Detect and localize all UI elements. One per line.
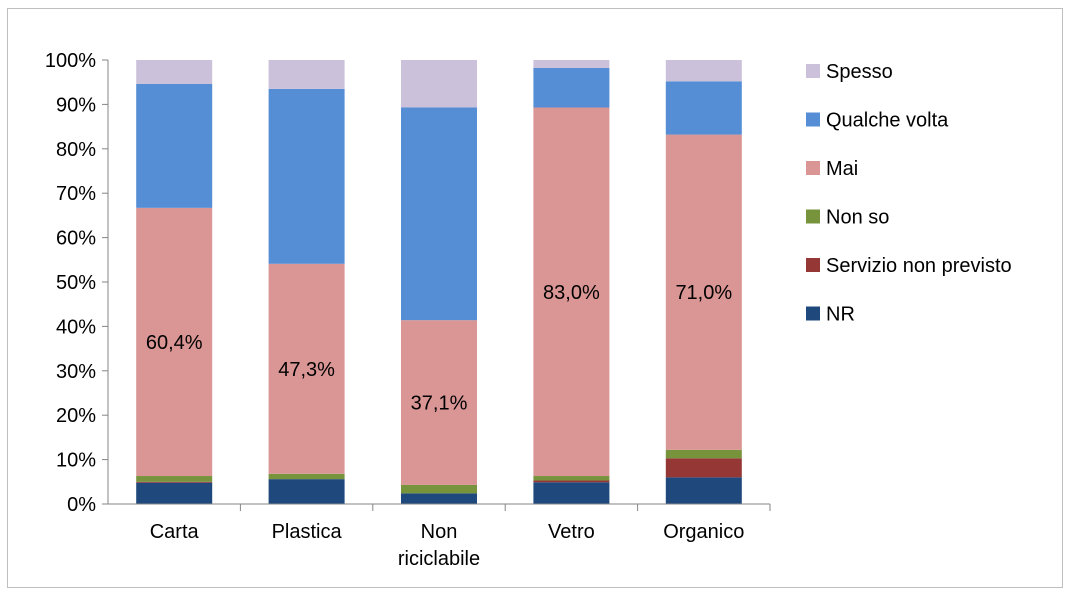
y-tick-label: 30% xyxy=(56,361,96,383)
bar-segment-spesso-4 xyxy=(665,60,742,82)
y-tick-label: 40% xyxy=(56,316,96,338)
bar-segment-nr-2 xyxy=(401,493,477,504)
bar-segment-spesso-2 xyxy=(401,60,477,108)
bar-segment-spesso-0 xyxy=(136,60,213,84)
bar-segment-servizio-non-previsto-3 xyxy=(533,480,610,483)
bar-segment-qualche-volta-0 xyxy=(136,83,213,208)
bar-segment-spesso-1 xyxy=(268,60,345,89)
legend-label: Non so xyxy=(826,207,889,229)
bar-segment-qualche-volta-2 xyxy=(401,107,477,321)
legend-swatch xyxy=(806,161,820,175)
bar-segment-nr-3 xyxy=(533,482,610,504)
data-label: 71,0% xyxy=(675,282,732,304)
chart-frame: 0% 10% 20% 30% 40% 50% 60% 70% 80% 90% 100% Carta Pl… xyxy=(7,8,1063,588)
bar-segment-spesso-3 xyxy=(533,60,610,68)
bar-segment-nr-0 xyxy=(136,482,213,504)
legend-swatch xyxy=(806,258,820,272)
x-category-label: Carta xyxy=(150,521,200,543)
legend-swatch xyxy=(806,64,820,78)
data-label: 60,4% xyxy=(146,332,203,354)
y-tick-label: 80% xyxy=(56,139,96,161)
bar-segment-non-so-4 xyxy=(665,449,742,459)
bar-segment-qualche-volta-4 xyxy=(665,81,742,135)
legend-label: NR xyxy=(826,304,855,326)
bar-segment-nr-4 xyxy=(665,477,742,504)
bar-segment-servizio-non-previsto-4 xyxy=(665,458,742,478)
x-category-label: Plastica xyxy=(272,521,343,543)
bar-segment-servizio-non-previsto-0 xyxy=(136,481,213,483)
bar-segment-non-so-0 xyxy=(136,476,213,482)
x-category-label: Organico xyxy=(663,521,744,543)
bar-segment-mai-2 xyxy=(401,320,477,485)
legend-label: Spesso xyxy=(826,61,893,83)
data-label: 37,1% xyxy=(411,393,468,415)
bar-segment-non-so-3 xyxy=(533,476,610,481)
legend-label: Qualche volta xyxy=(826,110,949,132)
bar-segment-mai-1 xyxy=(268,263,345,474)
legend-swatch xyxy=(806,306,820,321)
bar-segment-mai-3 xyxy=(533,107,610,477)
y-tick-label: 70% xyxy=(56,183,96,205)
x-category-label: riciclabile xyxy=(398,548,480,570)
y-tick-label: 90% xyxy=(56,94,96,116)
y-tick-label: 60% xyxy=(56,228,96,250)
bar-segment-mai-0 xyxy=(136,207,213,477)
x-category-label: Non xyxy=(421,521,458,543)
y-tick-label: 50% xyxy=(56,272,96,294)
data-label: 47,3% xyxy=(278,359,335,381)
y-tick-label: 10% xyxy=(56,450,96,472)
y-tick-label: 100% xyxy=(45,50,96,72)
data-label: 83,0% xyxy=(543,282,600,304)
bar-segment-non-so-1 xyxy=(268,473,345,480)
x-category-label: Vetro xyxy=(548,521,595,543)
bar-segment-qualche-volta-1 xyxy=(268,88,345,264)
y-tick-label: 0% xyxy=(67,494,96,516)
bar-segment-mai-4 xyxy=(665,134,742,450)
legend-label: Servizio non previsto xyxy=(826,255,1012,277)
stacked-bar-chart: 0% 10% 20% 30% 40% 50% 60% 70% 80% 90% 100% Carta Pl… xyxy=(45,50,1012,570)
legend-swatch xyxy=(806,112,820,127)
bar-segment-qualche-volta-3 xyxy=(533,67,610,108)
y-tick-label: 20% xyxy=(56,405,96,427)
bar-segment-non-so-2 xyxy=(401,484,477,494)
legend-swatch xyxy=(806,209,820,224)
bar-segment-nr-1 xyxy=(268,479,345,504)
legend-label: Mai xyxy=(826,158,858,180)
